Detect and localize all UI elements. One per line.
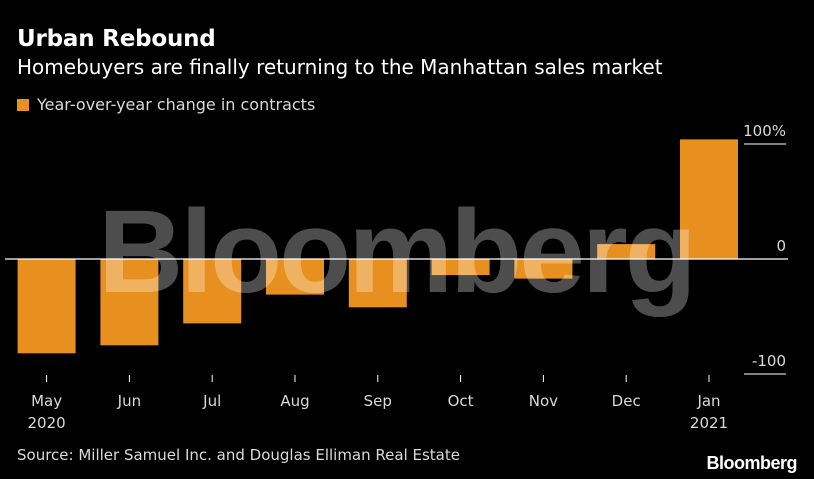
legend: Year-over-year change in contracts — [17, 95, 315, 114]
legend-label: Year-over-year change in contracts — [37, 95, 316, 114]
bar-jun — [100, 259, 159, 346]
x-tick-label: 2020 — [28, 414, 66, 432]
x-tick-label: May — [31, 392, 62, 410]
x-tick-label: Aug — [280, 392, 309, 410]
chart-subtitle: Homebuyers are finally returning to the … — [17, 55, 663, 79]
bloomberg-watermark: Bloomberg — [98, 186, 694, 318]
x-tick-label: Oct — [448, 392, 474, 410]
axes-group: 100% 0 -100 May 2020 Jun Jul Aug Sep Oct Nov Dec Jan… — [5, 122, 788, 432]
x-tick-label: Jul — [202, 392, 221, 410]
x-tick-label: 2021 — [690, 414, 728, 432]
bar-dec — [597, 244, 656, 259]
x-tick-label: Sep — [364, 392, 392, 410]
bar-nov — [514, 259, 573, 279]
y-tick-label: -100 — [752, 352, 786, 370]
bar-aug — [266, 259, 324, 295]
bars-group — [17, 139, 738, 354]
x-tick-label: Jun — [117, 392, 141, 410]
chart-title: Urban Rebound — [17, 26, 216, 52]
y-tick-label: 100% — [743, 122, 786, 140]
x-tick-label: Nov — [529, 392, 558, 410]
legend-swatch — [17, 98, 29, 111]
bloomberg-logo: Bloomberg — [706, 453, 797, 473]
x-tick-label: Dec — [612, 392, 641, 410]
x-tick-label: Jan — [696, 392, 720, 410]
bar-jul — [183, 259, 242, 324]
bar-jan-2021 — [680, 139, 738, 259]
bar-sep — [348, 259, 407, 308]
y-tick-label: 0 — [776, 237, 786, 255]
source-note: Source: Miller Samuel Inc. and Douglas E… — [17, 446, 460, 464]
bar-oct — [431, 259, 490, 276]
bar-may-2020 — [17, 259, 76, 354]
